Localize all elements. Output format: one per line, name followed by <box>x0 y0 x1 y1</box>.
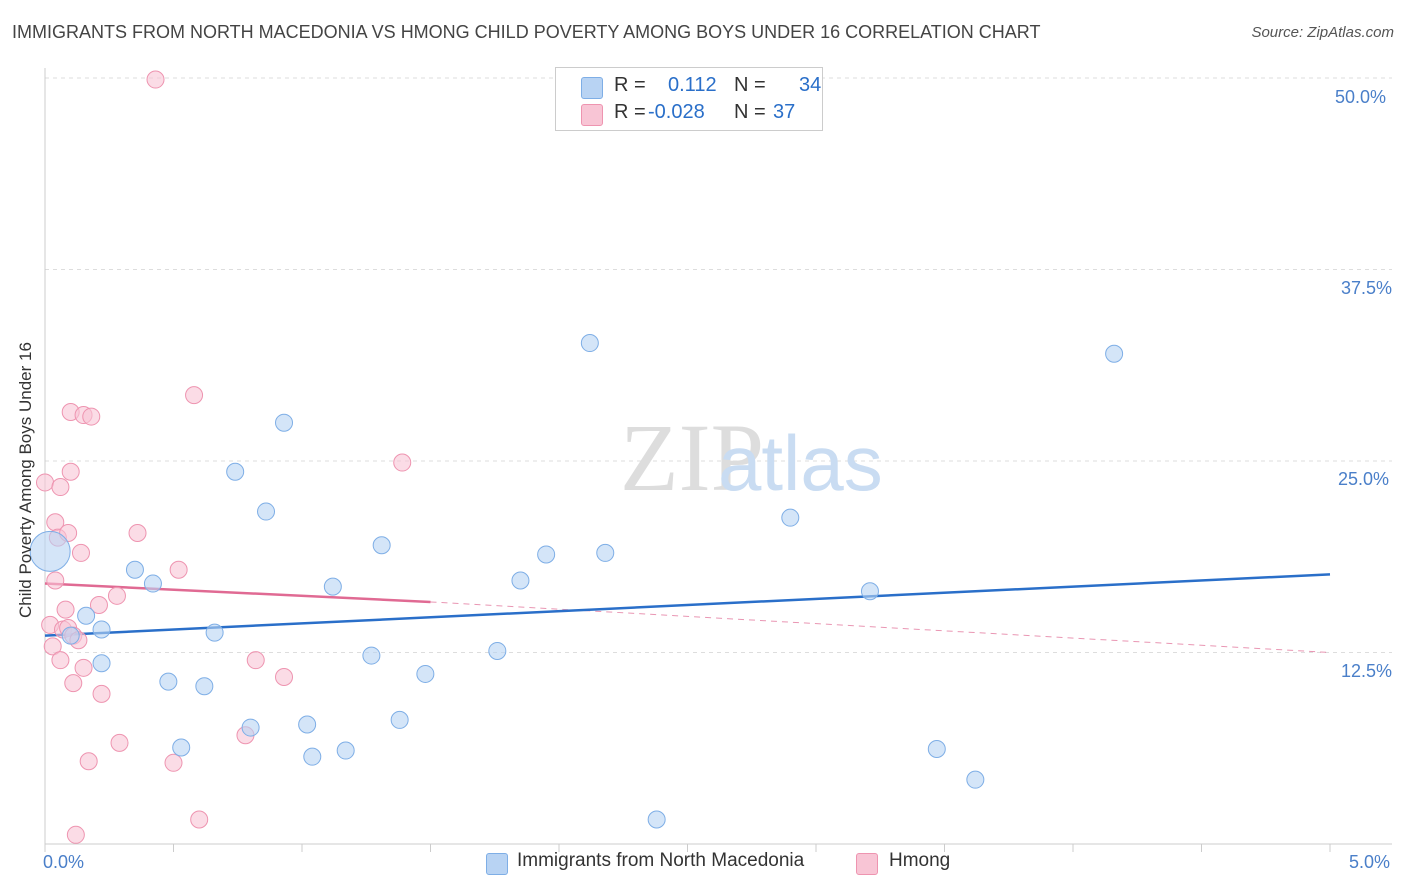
n-value: 34 <box>799 74 822 96</box>
north-macedonia-point <box>323 577 342 596</box>
y-axis-title: Child Poverty Among Boys Under 16 <box>16 342 35 618</box>
pink-swatch <box>856 853 878 875</box>
hmong-point <box>246 651 265 670</box>
north-macedonia-point <box>781 508 800 527</box>
hmong-point <box>56 600 75 619</box>
north-macedonia-point <box>511 571 530 590</box>
hmong-point <box>92 684 111 703</box>
hmong-point <box>61 462 80 481</box>
hmong-point <box>66 825 85 844</box>
hmong-point <box>43 637 62 656</box>
stats-legend: R = 0.112 N = 34 R = -0.028 N = 37 <box>555 67 823 131</box>
watermark-atlas: atlas <box>718 419 883 507</box>
hmong-point <box>51 651 70 670</box>
north-macedonia-point <box>488 641 507 660</box>
hmong-point <box>74 658 93 677</box>
pink-swatch <box>581 104 603 126</box>
y-tick-label: 50.0% <box>1335 87 1387 107</box>
hmong-point <box>164 753 183 772</box>
hmong-point <box>146 70 165 89</box>
hmong-point <box>46 571 65 590</box>
watermark-zip: ZIP <box>620 404 764 511</box>
north-macedonia-point <box>647 810 666 829</box>
north-macedonia-point <box>92 620 111 639</box>
hmong-point <box>110 733 129 752</box>
hmong-point <box>79 752 98 771</box>
gridlines <box>45 77 1392 653</box>
north-macedonia-point <box>372 536 391 555</box>
north-macedonia-trend-line <box>44 573 1331 637</box>
north-macedonia-point <box>416 664 435 683</box>
north-macedonia-point <box>195 677 214 696</box>
north-macedonia-point <box>390 710 409 729</box>
hmong-point <box>64 674 83 693</box>
north-macedonia-point <box>125 560 144 579</box>
n-label: N = <box>734 74 766 96</box>
north-macedonia-point <box>1105 344 1124 363</box>
legend-row-north-macedonia: R = 0.112 N = 34 <box>556 74 822 100</box>
hmong-trend-line <box>44 582 431 604</box>
north-macedonia-point <box>927 740 946 759</box>
hmong-point <box>190 810 209 829</box>
hmong-point <box>107 586 126 605</box>
north-macedonia-point <box>303 747 322 766</box>
north-macedonia-point <box>159 672 178 691</box>
hmong-trend-extension <box>430 601 1331 653</box>
r-value: -0.028 <box>648 101 705 123</box>
north-macedonia-point <box>966 770 985 789</box>
axes <box>44 68 1392 852</box>
hmong-point <box>185 386 204 405</box>
hmong-point <box>51 478 70 497</box>
source-label: Source: ZipAtlas.com <box>1251 24 1394 41</box>
north-macedonia-point <box>143 574 162 593</box>
north-macedonia-point <box>580 334 599 353</box>
hmong-point <box>71 543 90 562</box>
hmong-point <box>128 524 147 543</box>
hmong-point <box>169 560 188 579</box>
legend-row-hmong: R = -0.028 N = 37 <box>556 101 822 127</box>
x-tick-label: 0.0% <box>43 852 85 872</box>
north-macedonia-point <box>205 623 224 642</box>
y-tick-label: 12.5% <box>1341 661 1393 681</box>
blue-swatch <box>581 77 603 99</box>
chart-title: IMMIGRANTS FROM NORTH MACEDONIA VS HMONG… <box>12 22 1041 42</box>
hmong-point <box>89 596 108 615</box>
north-macedonia-point <box>92 654 111 673</box>
north-macedonia-point <box>257 502 276 521</box>
north-macedonia-point <box>860 582 879 601</box>
north-macedonia-point <box>275 413 294 432</box>
n-value: 37 <box>773 101 796 123</box>
north-macedonia-point <box>362 646 381 665</box>
y-tick-label: 25.0% <box>1338 469 1390 489</box>
legend-label: Hmong <box>889 850 951 871</box>
north-macedonia-point <box>537 545 556 564</box>
x-tick-label: 5.0% <box>1349 852 1391 872</box>
north-macedonia-point <box>61 626 80 645</box>
y-tick-label: 37.5% <box>1341 278 1393 298</box>
north-macedonia-point <box>172 738 191 757</box>
north-macedonia-point <box>77 606 96 625</box>
hmong-point <box>275 668 294 687</box>
hmong-point <box>393 453 412 472</box>
legend-label: Immigrants from North Macedonia <box>517 850 805 871</box>
r-label: R = <box>614 74 646 96</box>
north-macedonia-point <box>29 530 71 572</box>
trend-lines <box>44 573 1331 653</box>
north-macedonia-point <box>596 543 615 562</box>
north-macedonia-point <box>226 462 245 481</box>
hmong-point <box>36 473 54 492</box>
blue-swatch <box>486 853 508 875</box>
r-label: R = <box>614 101 646 123</box>
north-macedonia-point <box>336 741 355 760</box>
n-label: N = <box>734 101 766 123</box>
north-macedonia-point <box>241 718 260 737</box>
scatter-points <box>29 70 1124 844</box>
hmong-point <box>82 407 101 426</box>
north-macedonia-point <box>298 715 317 734</box>
r-value: 0.112 <box>668 74 717 96</box>
